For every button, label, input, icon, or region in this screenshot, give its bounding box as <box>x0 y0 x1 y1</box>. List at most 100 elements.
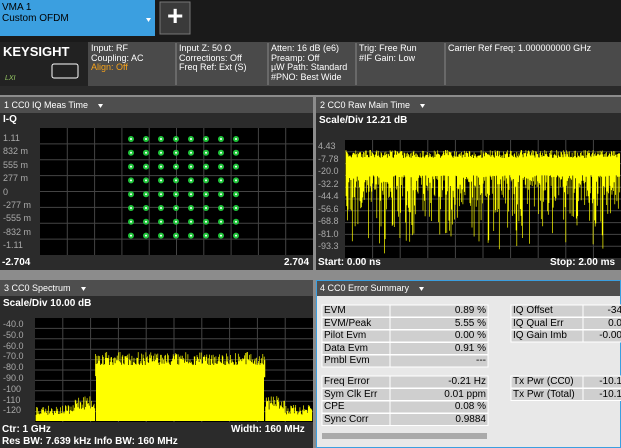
y-axis-label: -60.0 <box>3 340 24 351</box>
x-axis-label: -2.704 <box>2 257 31 268</box>
constellation-center <box>205 220 207 223</box>
constellation-center <box>160 165 162 168</box>
constellation-center <box>235 220 237 223</box>
constellation-center <box>145 220 147 223</box>
constellation-center <box>235 234 237 237</box>
constellation-center <box>175 193 177 196</box>
tab[interactable] <box>0 0 155 36</box>
status-text: Corrections: Off <box>179 52 242 63</box>
remote-icon <box>51 63 79 79</box>
status-text: Coupling: AC <box>91 52 144 63</box>
dropdown-arrow <box>81 287 86 291</box>
lxi-badge: LXI <box>5 75 16 82</box>
y-axis-label: -7.78 <box>318 153 339 164</box>
metric-label: Sym Clk Err <box>324 388 378 400</box>
constellation-center <box>145 151 147 154</box>
y-axis-label: -56.6 <box>318 203 339 214</box>
constellation-center <box>145 179 147 182</box>
constellation-center <box>160 151 162 154</box>
metric-value: 0.91 % <box>454 342 486 354</box>
metric-label: Freq Error <box>324 376 370 387</box>
metric-value: -0.21 Hz <box>448 376 486 387</box>
constellation-center <box>235 165 237 168</box>
constellation-center <box>130 234 132 237</box>
panel-title: 2 CC0 Raw Main Time <box>320 100 411 110</box>
dropdown-arrow <box>98 104 103 108</box>
metric-value: -34 <box>607 305 621 316</box>
metric-value: 0.01 ppm <box>444 388 486 400</box>
metric-value: --- <box>476 355 486 366</box>
status-text: Carrier Ref Freq: 1.000000000 GHz <box>448 43 592 53</box>
constellation-center <box>205 151 207 154</box>
metric-label: EVM <box>324 305 346 316</box>
status-text: Atten: 16 dB (e6) <box>271 43 340 53</box>
constellation-center <box>160 234 162 237</box>
metric-label: Sync Corr <box>324 413 369 425</box>
constellation-center <box>190 151 192 154</box>
tab-subtitle: Custom OFDM <box>2 13 69 24</box>
panel-header <box>0 97 313 113</box>
constellation-center <box>160 138 162 140</box>
constellation-center <box>235 151 237 154</box>
constellation-center <box>220 193 222 196</box>
constellation-center <box>175 207 177 209</box>
status-text: Input Z: 50 Ω <box>179 43 232 53</box>
status-bar <box>0 42 621 86</box>
constellation-center <box>220 138 222 140</box>
y-axis-label: 0 <box>3 186 9 197</box>
metric-label: Tx Pwr (CC0) <box>513 376 574 387</box>
metric-label: EVM/Peak <box>324 317 372 329</box>
constellation-center <box>205 193 207 196</box>
metric-value: 0.08 % <box>454 401 486 412</box>
table-cell <box>389 413 489 426</box>
y-axis-label: -100 <box>3 383 22 394</box>
x-axis-label: Ctr: 1 GHz <box>2 424 51 435</box>
y-axis-label: -120 <box>3 405 22 416</box>
table-cell <box>389 354 489 368</box>
constellation-center <box>145 193 147 196</box>
panel-header <box>0 280 313 296</box>
time-trace <box>345 150 621 254</box>
constellation-center <box>205 234 207 237</box>
constellation-center <box>220 165 222 168</box>
constellation-center <box>190 193 192 196</box>
logo: KEYSIGHT <box>3 44 70 59</box>
y-axis-label: 277 m <box>3 173 29 184</box>
constellation-center <box>190 179 192 182</box>
y-axis-label: -110 <box>3 394 21 405</box>
constellation-center <box>160 207 162 209</box>
metric-value: -0.00 <box>599 330 621 341</box>
constellation-center <box>205 165 207 168</box>
y-axis-label: -277 m <box>3 200 32 210</box>
constellation-center <box>235 138 237 140</box>
scrollbar <box>322 433 487 439</box>
constellation-center <box>130 193 132 196</box>
scale-label: Scale/Div 10.00 dB <box>3 298 92 309</box>
constellation-center <box>130 207 132 209</box>
metric-value: 0.0 <box>608 317 621 329</box>
add-button-label: + <box>167 0 184 31</box>
y-axis-label: -90.0 <box>3 373 24 383</box>
y-axis-label: -40.0 <box>3 319 24 329</box>
table-cell <box>582 329 621 343</box>
constellation-center <box>145 234 147 237</box>
constellation-center <box>205 207 207 209</box>
footer-label: Res BW: 7.639 kHz Info BW: 160 MHz <box>2 436 178 447</box>
constellation-center <box>205 179 207 182</box>
constellation-center <box>220 179 222 182</box>
add-button[interactable] <box>159 1 191 35</box>
status-text: µW Path: Standard <box>271 62 348 72</box>
metric-label: CPE <box>324 401 345 412</box>
constellation-center <box>130 165 132 168</box>
y-axis-label: -44.4 <box>318 191 339 201</box>
status-text: Align: Off <box>91 62 128 72</box>
constellation-center <box>130 179 132 182</box>
constellation-center <box>160 193 162 196</box>
y-axis-label: 4.43 <box>318 141 336 151</box>
panel-title: 3 CC0 Spectrum <box>4 283 71 293</box>
constellation-center <box>220 234 222 237</box>
constellation-center <box>190 207 192 209</box>
metric-label: Pmbl Evm <box>324 355 370 366</box>
constellation-center <box>145 207 147 209</box>
scale-label: Scale/Div 12.21 dB <box>319 115 408 126</box>
